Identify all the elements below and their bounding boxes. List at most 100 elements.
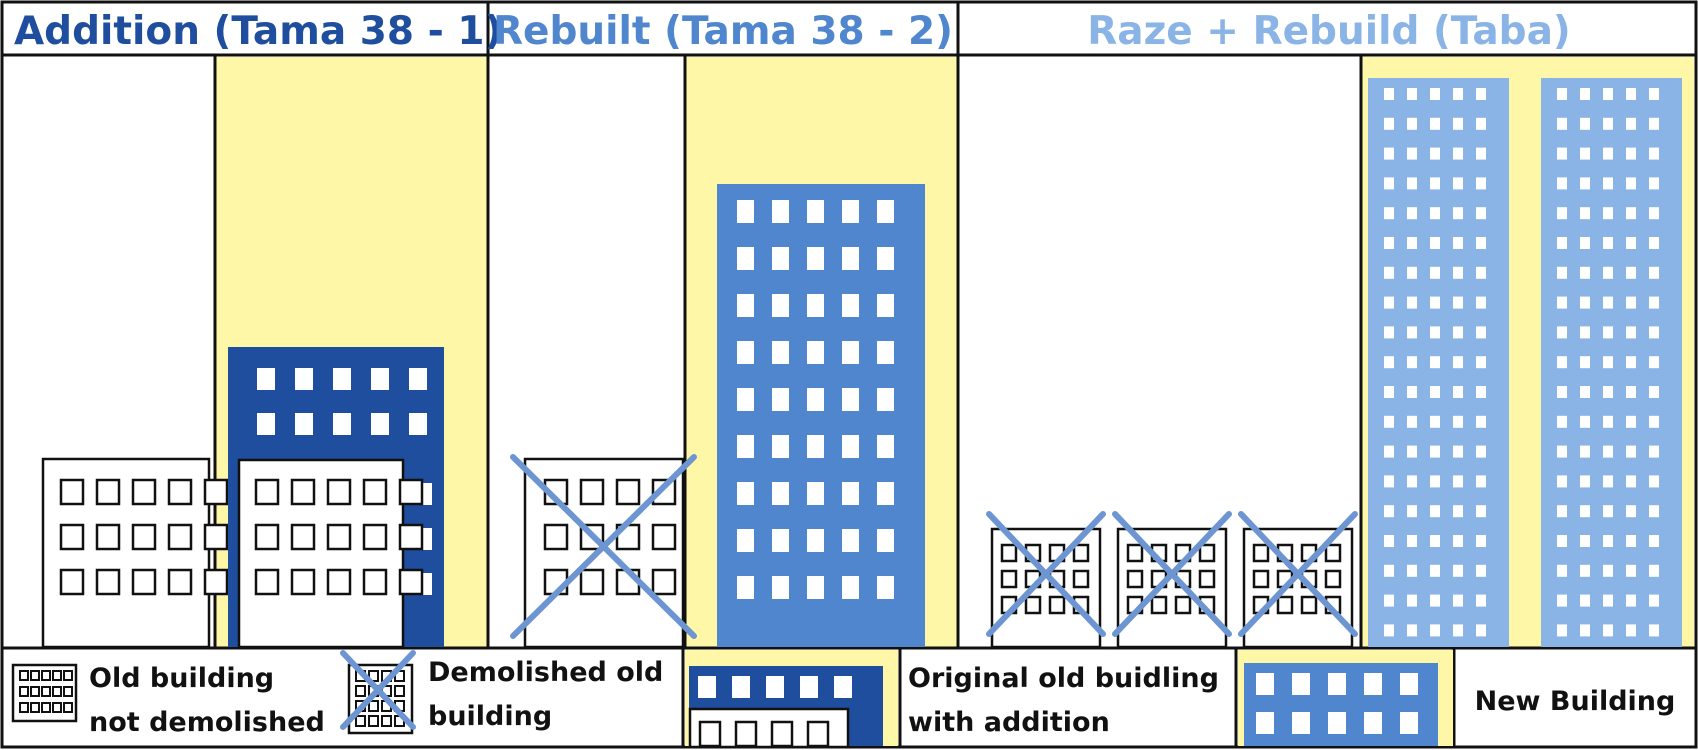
window <box>1252 543 1270 563</box>
window <box>1476 415 1486 428</box>
window <box>1407 594 1417 607</box>
window <box>842 388 859 411</box>
window <box>1364 712 1382 734</box>
window <box>1476 535 1486 547</box>
window <box>1328 673 1346 695</box>
window <box>737 200 754 223</box>
window <box>1252 569 1270 589</box>
window <box>203 568 229 596</box>
legend-label-demolished-line2: building <box>428 701 552 732</box>
window <box>1276 595 1294 615</box>
window <box>1649 88 1659 100</box>
window <box>1580 207 1590 220</box>
window <box>1580 237 1590 249</box>
window <box>1649 564 1659 577</box>
window <box>1626 564 1636 577</box>
window <box>1430 296 1440 309</box>
window <box>1580 88 1590 100</box>
window <box>800 676 818 698</box>
window <box>1430 445 1440 458</box>
window <box>1407 415 1417 428</box>
window <box>1626 296 1636 309</box>
window <box>772 341 789 364</box>
window <box>95 523 121 551</box>
window <box>807 341 824 364</box>
window <box>1557 266 1567 279</box>
window <box>398 478 424 506</box>
small-old-building-2 <box>1116 527 1228 649</box>
window <box>1626 475 1636 488</box>
window <box>737 294 754 317</box>
window <box>1453 177 1463 190</box>
window <box>1649 386 1659 398</box>
cross-line <box>510 454 697 639</box>
window <box>1198 543 1216 563</box>
window <box>1292 712 1310 734</box>
window <box>842 200 859 223</box>
window <box>167 478 193 506</box>
window <box>842 482 859 505</box>
window <box>409 413 427 435</box>
window <box>203 523 229 551</box>
window <box>1626 266 1636 279</box>
window <box>52 670 62 681</box>
window <box>1476 177 1486 190</box>
window <box>1384 296 1394 309</box>
old-building-not-demolished <box>41 457 229 649</box>
window <box>409 368 427 390</box>
window <box>1476 117 1486 130</box>
window <box>1256 712 1274 734</box>
window <box>877 247 894 270</box>
window <box>1384 535 1394 547</box>
window <box>1453 505 1463 518</box>
window <box>1384 356 1394 369</box>
window <box>1384 415 1394 428</box>
window <box>1384 326 1394 339</box>
window <box>1557 117 1567 130</box>
window <box>19 702 29 713</box>
window <box>877 482 894 505</box>
window <box>1626 88 1636 100</box>
window <box>1476 594 1486 607</box>
legend-label-original-with-addition-line2: with addition <box>908 707 1110 738</box>
window <box>1430 266 1440 279</box>
window <box>877 435 894 458</box>
window <box>772 529 789 552</box>
window <box>1580 505 1590 518</box>
window <box>1603 117 1613 130</box>
window <box>1603 266 1613 279</box>
window <box>1626 326 1636 339</box>
window <box>41 702 51 713</box>
window <box>1364 673 1382 695</box>
window <box>290 523 316 551</box>
window <box>770 720 794 748</box>
window <box>1384 386 1394 398</box>
window <box>131 523 157 551</box>
window <box>1430 326 1440 339</box>
window <box>877 341 894 364</box>
window <box>326 523 352 551</box>
window <box>1580 475 1590 488</box>
demolished-cross <box>510 454 697 639</box>
window <box>1324 543 1342 563</box>
window <box>1626 177 1636 190</box>
window <box>1453 564 1463 577</box>
window <box>1557 564 1567 577</box>
window <box>1580 594 1590 607</box>
window <box>1649 117 1659 130</box>
window <box>772 388 789 411</box>
window <box>1407 326 1417 339</box>
window <box>1430 207 1440 220</box>
window <box>333 413 351 435</box>
window <box>1453 88 1463 100</box>
window <box>362 568 388 596</box>
window <box>772 294 789 317</box>
window <box>1400 712 1418 734</box>
window <box>1626 594 1636 607</box>
window <box>1603 147 1613 160</box>
window <box>877 576 894 599</box>
building-with-addition <box>228 347 444 649</box>
window <box>1430 564 1440 577</box>
window <box>1626 356 1636 369</box>
window <box>254 568 280 596</box>
